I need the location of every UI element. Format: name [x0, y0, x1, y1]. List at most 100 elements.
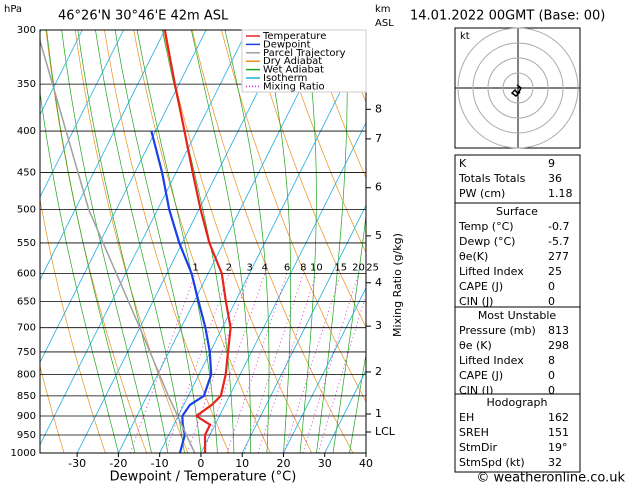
wet-adiabat	[61, 30, 152, 453]
wet-adiabat	[95, 30, 185, 453]
table-key: PW (cm)	[459, 187, 505, 200]
hodograph-ring	[457, 27, 579, 149]
x-tick-label: -30	[68, 457, 86, 470]
isotherm	[200, 121, 366, 453]
hodograph-ring	[487, 57, 549, 119]
y-tick-label: 700	[17, 323, 36, 334]
km-tick-label: 7	[375, 132, 382, 145]
legend-label: Parcel Trajectory	[263, 48, 346, 59]
table-title: Hodograph	[487, 396, 548, 409]
dry-adiabat	[162, 30, 313, 453]
table-key: StmDir	[459, 441, 498, 454]
table-key: θe(K)	[459, 250, 488, 263]
mixing-ratio-label: 15	[334, 263, 347, 274]
y-tick-label: 900	[17, 411, 36, 422]
legend-label: Dry Adiabat	[263, 56, 322, 67]
km-tick-label: 6	[375, 181, 382, 194]
wet-adiabat	[46, 30, 136, 453]
table-box	[454, 202, 581, 312]
table-value: 277	[548, 250, 569, 263]
table-key: CAPE (J)	[459, 369, 503, 382]
mixing-ratio-line	[243, 273, 304, 453]
wet-adiabat	[114, 30, 202, 453]
wet-adiabat	[224, 30, 270, 453]
y-tick-label: 950	[17, 430, 36, 441]
table-value: 151	[548, 426, 569, 439]
isotherm	[241, 204, 366, 453]
plot-frame	[39, 29, 367, 454]
mixing-ratio-label: 10	[310, 263, 323, 274]
table-key: SREH	[459, 426, 489, 439]
table-title: Surface	[496, 205, 538, 218]
table-key: Dewp (°C)	[459, 235, 515, 248]
km-unit: km	[375, 4, 391, 15]
y-tick-label: 750	[17, 347, 36, 358]
plot-area	[40, 30, 629, 453]
km-tick-label: 1	[375, 407, 382, 420]
wet-adiabat	[40, 90, 119, 453]
mixing-ratio-axis-label: Mixing Ratio (g/kg)	[391, 233, 404, 337]
mixing-ratio-label: 6	[284, 263, 290, 274]
wet-adiabat	[191, 30, 251, 453]
mixing-ratio-label: 8	[300, 263, 306, 274]
dry-adiabat	[191, 30, 354, 453]
profile-line	[150, 130, 213, 453]
table-value: -5.7	[548, 235, 569, 248]
mixing-ratio-line	[302, 273, 359, 453]
table-value: 36	[548, 172, 562, 185]
km-tick-label: 5	[375, 229, 382, 242]
y-tick-label: 650	[17, 297, 36, 308]
y-tick-label: 300	[17, 25, 36, 36]
isotherm	[159, 39, 366, 453]
footer: © weatheronline.co.uk	[476, 471, 625, 486]
wet-adiabat	[263, 30, 292, 453]
wet-adiabat	[349, 352, 366, 453]
mixing-ratio-line	[283, 273, 342, 453]
table-value: -0.7	[548, 220, 569, 233]
km-tick-label: LCL	[375, 425, 396, 438]
isotherm	[40, 30, 124, 199]
dry-adiabat	[104, 30, 230, 453]
km-tick-label: 4	[375, 276, 382, 289]
hodograph-ring	[502, 72, 534, 104]
dry-adiabat	[573, 30, 629, 453]
hodograph-trace	[510, 84, 522, 97]
dry-adiabat	[221, 30, 366, 403]
table-value: 0	[548, 369, 555, 382]
km-tick-label: 2	[375, 365, 382, 378]
mixing-ratio-label: 20	[352, 263, 365, 274]
mixing-ratio-label: 1	[192, 263, 198, 274]
table-key: Totals Totals	[458, 172, 526, 185]
legend-label: Wet Adiabat	[263, 65, 324, 76]
isotherm	[76, 30, 289, 453]
table-value: 19°	[548, 441, 568, 454]
dry-adiabat	[602, 30, 629, 453]
table-value: 162	[548, 411, 569, 424]
table-key: Lifted Index	[459, 265, 524, 278]
y-tick-label: 800	[17, 370, 36, 381]
legend-label: Temperature	[262, 31, 326, 42]
y-unit: hPa	[4, 4, 22, 15]
date-label: 14.01.2022 00GMT (Base: 00)	[410, 9, 605, 24]
table-key: Pressure (mb)	[459, 324, 536, 337]
y-tick-label: 400	[17, 126, 36, 137]
dry-adiabat	[279, 30, 366, 254]
table-value: 32	[548, 456, 562, 469]
y-tick-label: 550	[17, 238, 36, 249]
legend-label: Mixing Ratio	[263, 81, 325, 92]
table-value: 0	[548, 280, 555, 293]
isotherm	[283, 287, 366, 453]
table-key: StmSpd (kt)	[459, 456, 525, 469]
x-axis-label: Dewpoint / Temperature (°C)	[110, 470, 297, 485]
y-tick-label: 500	[17, 204, 36, 215]
dry-adiabat	[45, 30, 148, 453]
isotherm	[40, 30, 166, 281]
dry-adiabat	[250, 30, 366, 328]
dry-adiabat	[40, 364, 65, 453]
isotherm	[40, 30, 207, 364]
y-tick-label: 1000	[11, 448, 36, 459]
table-key: Lifted Index	[459, 354, 524, 367]
km-unit-asl: ASL	[375, 18, 394, 29]
x-tick-label: 10	[235, 457, 249, 470]
